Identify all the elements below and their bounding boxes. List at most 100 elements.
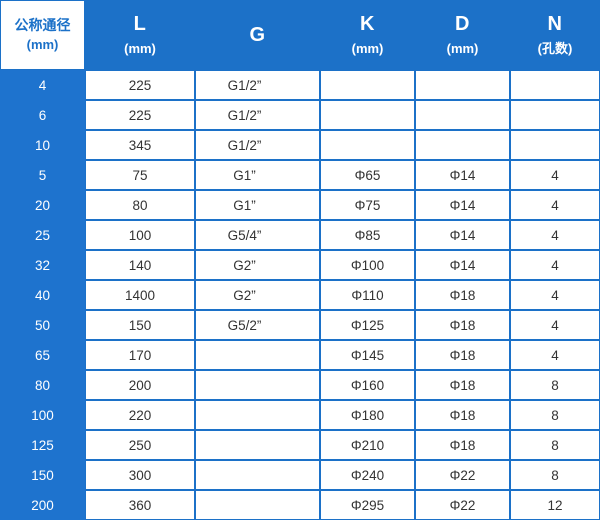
cell-l: 225 — [85, 70, 195, 100]
cell-g: G2” — [195, 250, 320, 280]
cell-l: 1400 — [85, 280, 195, 310]
cell-k: Φ75 — [320, 190, 415, 220]
cell-d: Φ22 — [415, 490, 510, 520]
column-header-title-g: G — [249, 23, 266, 46]
table-row: 50 150 G5/2” Φ125 Φ18 4 — [0, 310, 600, 340]
cell-dn: 25 — [0, 220, 85, 250]
cell-n: 4 — [510, 190, 600, 220]
cell-l: 200 — [85, 370, 195, 400]
cell-n: 8 — [510, 400, 600, 430]
cell-l: 250 — [85, 430, 195, 460]
cell-k: Φ295 — [320, 490, 415, 520]
cell-dn: 20 — [0, 190, 85, 220]
cell-n: 4 — [510, 340, 600, 370]
cell-g: G5/2” — [195, 310, 320, 340]
cell-n: 8 — [510, 460, 600, 490]
cell-n: 4 — [510, 280, 600, 310]
column-header-unit-l: (mm) — [124, 41, 156, 57]
cell-d: Φ18 — [415, 280, 510, 310]
header-row: 公称通径 (mm) L (mm) G K (mm) D (mm) N (孔数) — [0, 0, 600, 70]
cell-g — [195, 370, 320, 400]
cell-d: Φ22 — [415, 460, 510, 490]
cell-dn: 5 — [0, 160, 85, 190]
table-row: 65 170 Φ145 Φ18 4 — [0, 340, 600, 370]
cell-g: G1/2” — [195, 130, 320, 160]
column-header-title-dn: 公称通径 — [14, 16, 71, 33]
cell-dn: 6 — [0, 100, 85, 130]
cell-l: 345 — [85, 130, 195, 160]
cell-k — [320, 130, 415, 160]
column-header-unit-dn: (mm) — [26, 37, 59, 53]
cell-n — [510, 70, 600, 100]
cell-g — [195, 430, 320, 460]
cell-d: Φ18 — [415, 430, 510, 460]
cell-dn: 150 — [0, 460, 85, 490]
cell-n: 8 — [510, 370, 600, 400]
cell-dn: 10 — [0, 130, 85, 160]
cell-n: 4 — [510, 250, 600, 280]
column-header-unit-d: (mm) — [446, 41, 479, 57]
cell-d — [415, 130, 510, 160]
cell-d: Φ18 — [415, 340, 510, 370]
cell-g — [195, 460, 320, 490]
cell-dn: 200 — [0, 490, 85, 520]
column-header-l: L (mm) — [85, 0, 195, 70]
cell-k: Φ180 — [320, 400, 415, 430]
table-row: 6 225 G1/2” — [0, 100, 600, 130]
cell-n — [510, 100, 600, 130]
table-row: 80 200 Φ160 Φ18 8 — [0, 370, 600, 400]
cell-dn: 100 — [0, 400, 85, 430]
cell-k — [320, 70, 415, 100]
cell-g: G1/2” — [195, 100, 320, 130]
cell-d: Φ14 — [415, 160, 510, 190]
cell-k: Φ100 — [320, 250, 415, 280]
cell-l: 360 — [85, 490, 195, 520]
table-row: 125 250 Φ210 Φ18 8 — [0, 430, 600, 460]
cell-dn: 40 — [0, 280, 85, 310]
cell-l: 170 — [85, 340, 195, 370]
table-row: 4 225 G1/2” — [0, 70, 600, 100]
cell-k: Φ85 — [320, 220, 415, 250]
cell-n: 4 — [510, 310, 600, 340]
column-header-title-l: L — [133, 13, 147, 36]
table-row: 150 300 Φ240 Φ22 8 — [0, 460, 600, 490]
cell-k: Φ210 — [320, 430, 415, 460]
cell-k: Φ160 — [320, 370, 415, 400]
cell-g — [195, 490, 320, 520]
table-row: 100 220 Φ180 Φ18 8 — [0, 400, 600, 430]
cell-d: Φ14 — [415, 220, 510, 250]
cell-k: Φ110 — [320, 280, 415, 310]
cell-g: G1” — [195, 190, 320, 220]
cell-dn: 80 — [0, 370, 85, 400]
cell-l: 225 — [85, 100, 195, 130]
column-header-title-k: K — [360, 13, 375, 36]
cell-l: 150 — [85, 310, 195, 340]
cell-d — [415, 100, 510, 130]
column-header-title-n: N — [547, 13, 563, 36]
cell-d: Φ18 — [415, 370, 510, 400]
column-header-unit-n: (孔数) — [537, 41, 573, 57]
cell-g: G1/2” — [195, 70, 320, 100]
cell-n: 12 — [510, 490, 600, 520]
table-body: 4 225 G1/2” 6 225 G1/2” 10 345 G1/2” 5 75 G1” Φ65 Φ14… — [0, 70, 600, 520]
column-header-dn: 公称通径 (mm) — [0, 0, 85, 70]
table-row: 25 100 G5/4” Φ85 Φ14 4 — [0, 220, 600, 250]
cell-dn: 125 — [0, 430, 85, 460]
column-header-n: N (孔数) — [510, 0, 600, 70]
cell-d: Φ18 — [415, 400, 510, 430]
cell-d: Φ18 — [415, 310, 510, 340]
cell-k: Φ65 — [320, 160, 415, 190]
cell-g: G2” — [195, 280, 320, 310]
table-row: 20 80 G1” Φ75 Φ14 4 — [0, 190, 600, 220]
cell-g: G1” — [195, 160, 320, 190]
cell-g — [195, 400, 320, 430]
cell-dn: 32 — [0, 250, 85, 280]
cell-n: 4 — [510, 160, 600, 190]
column-header-title-d: D — [455, 13, 470, 36]
table-row: 32 140 G2” Φ100 Φ14 4 — [0, 250, 600, 280]
cell-n — [510, 130, 600, 160]
table-header: 公称通径 (mm) L (mm) G K (mm) D (mm) N (孔数) — [0, 0, 600, 70]
column-header-k: K (mm) — [320, 0, 415, 70]
cell-k: Φ145 — [320, 340, 415, 370]
